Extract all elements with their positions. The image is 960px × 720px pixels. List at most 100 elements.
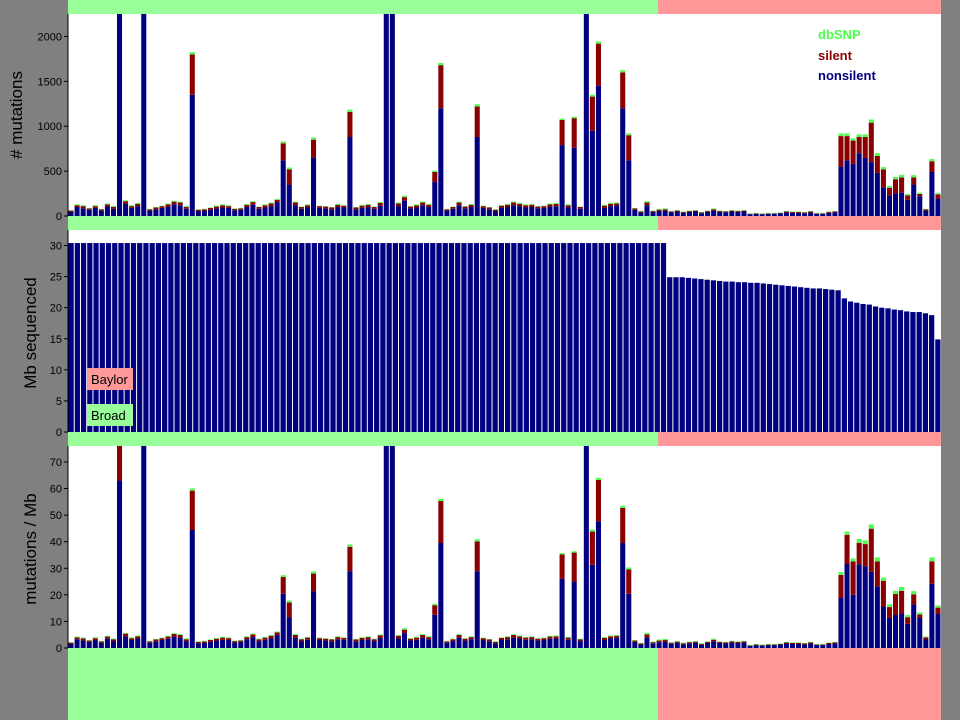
bar-nonsilent bbox=[589, 130, 595, 216]
bar-dbsnp bbox=[365, 203, 371, 205]
bar-dbsnp bbox=[880, 577, 886, 581]
bar-nonsilent bbox=[92, 207, 98, 216]
bar-mb-sequenced bbox=[355, 243, 361, 432]
bar-silent bbox=[317, 206, 323, 208]
bar-dbsnp bbox=[523, 636, 529, 638]
bar-silent bbox=[923, 637, 929, 640]
bar-nonsilent bbox=[523, 639, 529, 648]
bar-nonsilent bbox=[323, 208, 329, 216]
bar-dbsnp bbox=[165, 203, 171, 205]
bar-nonsilent bbox=[777, 644, 783, 648]
bar-silent bbox=[68, 642, 74, 645]
bar-nonsilent bbox=[353, 641, 359, 648]
bar-nonsilent bbox=[820, 645, 826, 648]
bar-mb-sequenced bbox=[349, 243, 355, 432]
bar-nonsilent bbox=[765, 645, 771, 648]
bar-mb-sequenced bbox=[224, 243, 230, 432]
bar-dbsnp bbox=[444, 640, 450, 642]
bar-nonsilent bbox=[377, 637, 383, 648]
bar-silent bbox=[620, 72, 626, 109]
bar-mb-sequenced bbox=[866, 304, 872, 432]
bar-mb-sequenced bbox=[673, 277, 679, 432]
bar-nonsilent bbox=[450, 641, 456, 648]
bar-nonsilent bbox=[583, 446, 589, 648]
bar-silent bbox=[680, 643, 686, 645]
bar-silent bbox=[323, 638, 329, 641]
bar-nonsilent bbox=[98, 210, 104, 216]
bar-mb-sequenced bbox=[455, 243, 461, 432]
bar-mb-sequenced bbox=[199, 243, 205, 432]
bar-nonsilent bbox=[729, 642, 735, 648]
bar-dbsnp bbox=[826, 642, 832, 643]
bar-nonsilent bbox=[705, 642, 711, 648]
bar-silent bbox=[796, 642, 802, 645]
bar-silent bbox=[577, 639, 583, 642]
bar-mb-sequenced bbox=[910, 312, 916, 432]
bar-mb-sequenced bbox=[698, 279, 704, 432]
bar-nonsilent bbox=[238, 641, 244, 648]
bar-dbsnp bbox=[595, 41, 601, 44]
bar-nonsilent bbox=[565, 207, 571, 216]
bar-silent bbox=[226, 638, 232, 641]
bar-dbsnp bbox=[426, 203, 432, 205]
bar-nonsilent bbox=[323, 640, 329, 648]
bar-dbsnp bbox=[759, 644, 765, 646]
bar-nonsilent bbox=[608, 638, 614, 648]
bar-dbsnp bbox=[214, 637, 220, 639]
bar-mb-sequenced bbox=[816, 288, 823, 432]
bar-silent bbox=[662, 209, 668, 211]
bar-nonsilent bbox=[571, 581, 577, 648]
bar-mb-sequenced bbox=[779, 285, 785, 432]
y-axis-label: Mb sequenced bbox=[21, 277, 40, 389]
bar-silent bbox=[304, 637, 310, 640]
bar-dbsnp bbox=[347, 544, 353, 547]
bar-nonsilent bbox=[317, 640, 323, 648]
bar-nonsilent bbox=[626, 160, 632, 216]
bar-dbsnp bbox=[395, 634, 401, 636]
bar-silent bbox=[783, 211, 789, 213]
bar-silent bbox=[662, 640, 668, 642]
bar-dbsnp bbox=[741, 640, 747, 642]
bar-silent bbox=[844, 136, 850, 161]
bar-dbsnp bbox=[844, 531, 850, 535]
bar-silent bbox=[171, 633, 177, 637]
bar-nonsilent bbox=[686, 643, 692, 648]
bar-dbsnp bbox=[541, 637, 547, 639]
bar-nonsilent bbox=[274, 202, 280, 216]
bar-nonsilent bbox=[583, 14, 589, 216]
bar-mb-sequenced bbox=[374, 243, 380, 432]
bar-nonsilent bbox=[104, 206, 110, 216]
bar-dbsnp bbox=[232, 640, 238, 642]
bar-nonsilent bbox=[899, 613, 905, 648]
bar-silent bbox=[401, 197, 407, 201]
bar-silent bbox=[80, 638, 86, 641]
bar-mb-sequenced bbox=[174, 243, 180, 432]
bar-nonsilent bbox=[638, 644, 644, 648]
bar-dbsnp bbox=[529, 636, 535, 638]
bar-nonsilent bbox=[935, 198, 941, 216]
bar-nonsilent bbox=[814, 213, 820, 216]
bar-silent bbox=[244, 204, 250, 208]
bar-dbsnp bbox=[104, 635, 110, 637]
bar-silent bbox=[856, 542, 862, 565]
bar-nonsilent bbox=[135, 206, 141, 216]
bar-nonsilent bbox=[474, 571, 480, 648]
bar-nonsilent bbox=[632, 209, 638, 216]
bar-nonsilent bbox=[620, 108, 626, 216]
bar-nonsilent bbox=[159, 640, 165, 648]
bar-mb-sequenced bbox=[186, 243, 193, 432]
bar-silent bbox=[468, 637, 474, 640]
bar-dbsnp bbox=[783, 641, 789, 643]
bar-mb-sequenced bbox=[592, 243, 598, 432]
bar-mb-sequenced bbox=[773, 284, 779, 432]
mutations-per-mb-panel: mutations / Mb 908511010288 010203040506… bbox=[21, 446, 941, 655]
bar-mb-sequenced bbox=[118, 243, 124, 432]
bar-mb-sequenced bbox=[268, 243, 274, 432]
bar-dbsnp bbox=[868, 524, 874, 529]
bar-silent bbox=[177, 634, 183, 638]
bar-mb-sequenced bbox=[935, 339, 941, 432]
bar-silent bbox=[311, 139, 317, 158]
bar-silent bbox=[80, 206, 86, 209]
bar-silent bbox=[353, 639, 359, 642]
bar-nonsilent bbox=[595, 521, 601, 648]
